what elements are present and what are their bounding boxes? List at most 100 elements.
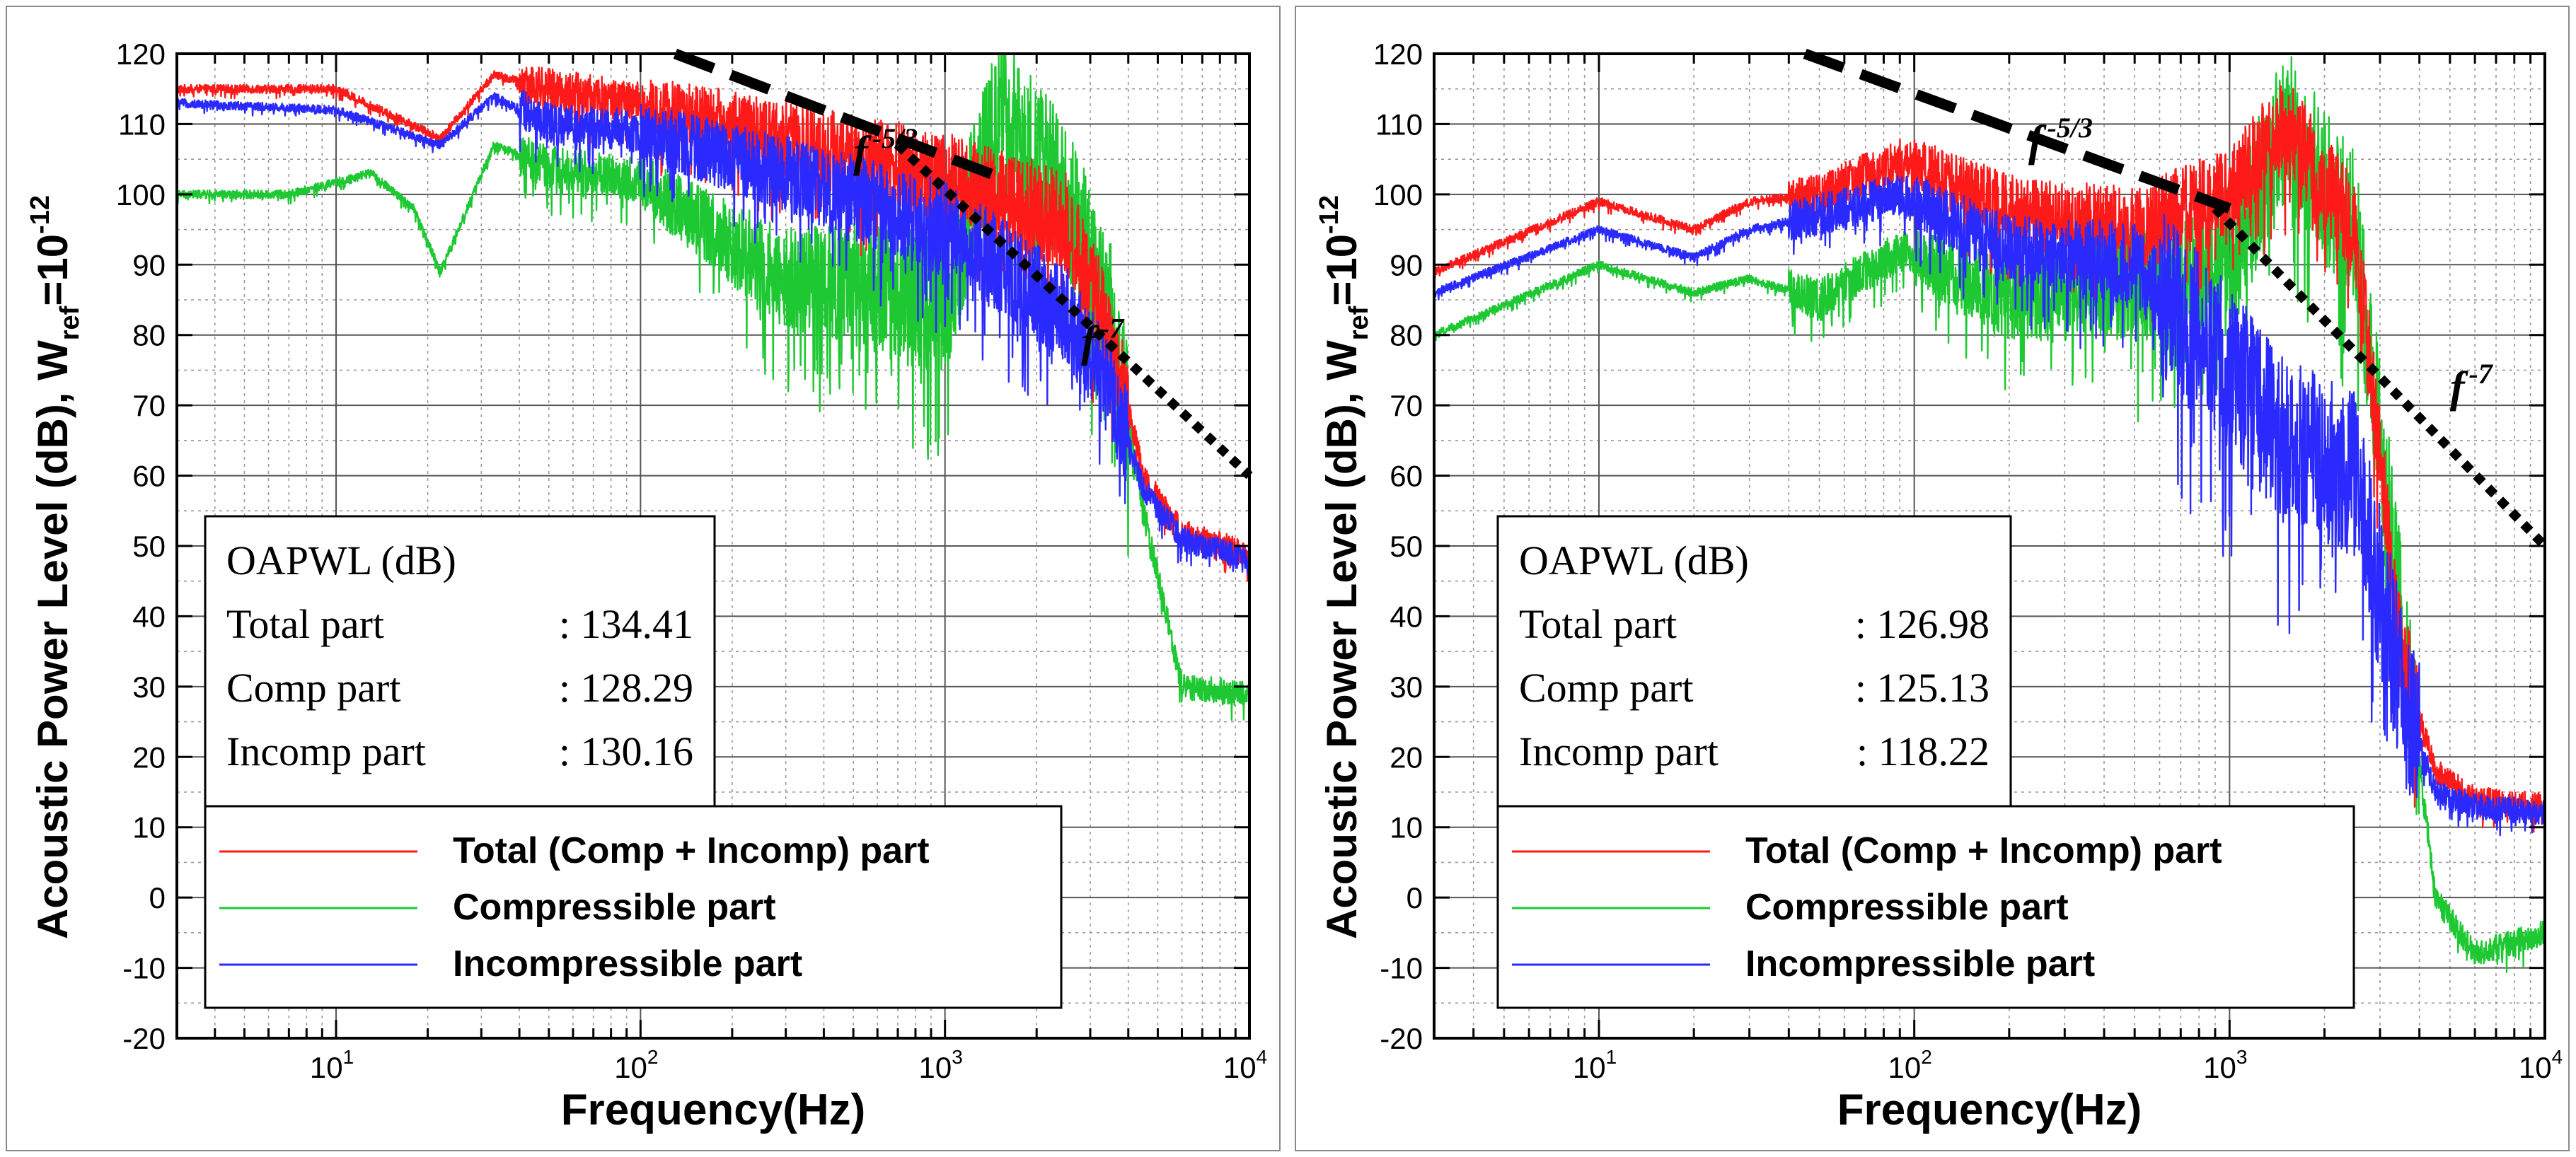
series-line-compressible — [175, 52, 1251, 721]
y-tick-label: 90 — [1390, 248, 1423, 281]
y-label-exponent: -12 — [25, 195, 55, 234]
x-tick-label: 104 — [1223, 1046, 1267, 1084]
x-tick-base: 10 — [2519, 1051, 2552, 1084]
y-tick-labels: -20 -10 0 10 20 30 40 50 60 70 80 90 100 110 120 — [116, 37, 166, 1055]
y-tick-label: 100 — [116, 178, 166, 211]
oapwl-row-value: : 126.98 — [1855, 601, 1989, 647]
y-label-subscript: ref — [55, 306, 85, 340]
y-tick-label: 10 — [132, 811, 166, 844]
oapwl-row-separator: : — [1855, 601, 1877, 647]
legend-label: Compressible part — [453, 887, 776, 928]
y-tick-label: 40 — [132, 600, 166, 633]
x-tick-exponent: 4 — [2552, 1046, 2563, 1068]
x-axis-label: Frequency(Hz) — [1837, 1086, 2142, 1134]
legend-label: Total (Comp + Incomp) part — [453, 830, 930, 871]
oapwl-row-number: 130.16 — [581, 728, 694, 774]
slope-label: f -5/3 — [2028, 112, 2093, 165]
legend: Total (Comp + Incomp) part Compressible p… — [1496, 805, 2355, 1009]
y-tick-label: 110 — [118, 107, 166, 141]
x-tick-exponent: 1 — [343, 1046, 354, 1068]
axis-ticks — [1433, 52, 2546, 1040]
oapwl-row-value: : 128.29 — [559, 665, 693, 711]
x-tick-base: 10 — [614, 1051, 647, 1084]
y-tick-label: 120 — [1373, 37, 1423, 71]
oapwl-frame — [1496, 515, 2012, 808]
y-tick-label: 90 — [132, 248, 166, 281]
series-layer — [1433, 56, 2546, 973]
y-label-exponent: -12 — [1315, 195, 1344, 234]
oapwl-row-separator: : — [559, 728, 581, 774]
y-tick-label: -10 — [1380, 952, 1423, 985]
legend-label: Compressible part — [1745, 887, 2069, 928]
oapwl-row-separator: : — [1855, 665, 1877, 711]
x-tick-labels: 101 102 103 104 — [310, 1046, 1267, 1084]
series-line-compressible — [1433, 56, 2546, 973]
x-tick-base: 10 — [2203, 1051, 2236, 1084]
x-tick-base: 10 — [310, 1051, 343, 1084]
y-tick-label: 70 — [1390, 389, 1423, 422]
x-tick-label: 102 — [1888, 1046, 1932, 1084]
legend: Total (Comp + Incomp) part Compressible p… — [204, 805, 1063, 1009]
chart-svg: f -5/3f -7 -20-100102030405060708090100110… — [1315, 37, 2563, 1134]
chart-panel-right: f -5/3 f -7 -20 -10 0 10 20 30 40 50 60 70 80 90 100 110… — [1295, 6, 2570, 1151]
oapwl-row-label: Comp part — [226, 665, 400, 711]
y-tick-label: 0 — [1407, 881, 1423, 914]
y-tick-label: 50 — [1390, 530, 1423, 563]
x-tick-label: 102 — [614, 1046, 658, 1084]
y-tick-label: 110 — [1375, 107, 1423, 141]
slope-label-symbol: f — [2450, 364, 2468, 412]
y-tick-label: 80 — [132, 319, 166, 352]
oapwl-row-separator: : — [1856, 728, 1878, 774]
oapwl-row-number: 118.22 — [1878, 728, 1989, 774]
legend-label: Incompressible part — [1745, 943, 2095, 984]
y-tick-label: 30 — [1390, 670, 1423, 704]
y-axis-label: Acoustic Power Level (dB), Wref=10-12 — [25, 195, 85, 939]
x-axis-label: Frequency(Hz) — [561, 1086, 866, 1134]
y-tick-label: 60 — [132, 460, 166, 493]
y-tick-label: 30 — [132, 670, 166, 704]
y-tick-label: 0 — [149, 881, 166, 914]
x-tick-exponent: 1 — [1606, 1046, 1617, 1068]
x-tick-base: 10 — [1573, 1051, 1606, 1084]
x-tick-exponent: 2 — [647, 1046, 659, 1068]
oapwl-row-label: Comp part — [1519, 665, 1693, 711]
y-tick-label: 70 — [132, 389, 166, 422]
y-tick-label: 20 — [1390, 740, 1423, 774]
y-tick-label: 20 — [132, 740, 166, 774]
y-tick-label: 120 — [116, 37, 166, 71]
y-tick-label: -10 — [122, 952, 166, 985]
oapwl-row-value: : 130.16 — [559, 728, 693, 774]
x-tick-base: 10 — [1223, 1051, 1257, 1084]
chart-panel-left: f -5/3 f -7 -20 -10 0 10 20 30 40 50 60 70 80 90 100 110… — [6, 6, 1281, 1151]
oapwl-row-label: Total part — [1519, 601, 1677, 647]
y-tick-label: 100 — [1373, 178, 1423, 211]
y-tick-label: 40 — [1390, 600, 1423, 633]
x-tick-exponent: 3 — [2236, 1046, 2248, 1068]
x-tick-exponent: 2 — [1921, 1046, 1932, 1068]
x-tick-labels: 101 102 103 104 — [1573, 1046, 2563, 1084]
x-tick-base: 10 — [1888, 1051, 1922, 1084]
y-label-subscript: ref — [1344, 306, 1374, 340]
oapwl-row-number: 128.29 — [581, 665, 694, 711]
x-tick-base: 10 — [919, 1051, 952, 1084]
legend-label: Incompressible part — [453, 943, 802, 984]
chart-svg: f -5/3f -7 -20-100102030405060708090100110… — [25, 37, 1267, 1134]
oapwl-row-number: 126.98 — [1877, 601, 1990, 647]
y-tick-label: 50 — [132, 530, 166, 563]
oapwl-row-separator: : — [559, 601, 581, 647]
oapwl-row-value: : 118.22 — [1856, 728, 1989, 774]
oapwl-row-separator: : — [559, 665, 581, 711]
y-tick-label: 10 — [1390, 811, 1423, 844]
y-tick-label: 80 — [1390, 319, 1423, 352]
series-line-total — [1433, 85, 2546, 833]
slope-label-exponent: -7 — [1100, 313, 1125, 344]
y-axis-label: Acoustic Power Level (dB), Wref=10-12 — [1315, 195, 1374, 939]
y-label-main: Acoustic Power Level (dB), W — [1318, 340, 1365, 939]
y-label-main: Acoustic Power Level (dB), W — [29, 340, 76, 939]
x-tick-label: 103 — [919, 1046, 963, 1084]
slope-line-f-5-3 — [1803, 48, 2231, 214]
x-tick-label: 101 — [1573, 1046, 1617, 1084]
slope-line-f-7 — [894, 141, 1253, 479]
